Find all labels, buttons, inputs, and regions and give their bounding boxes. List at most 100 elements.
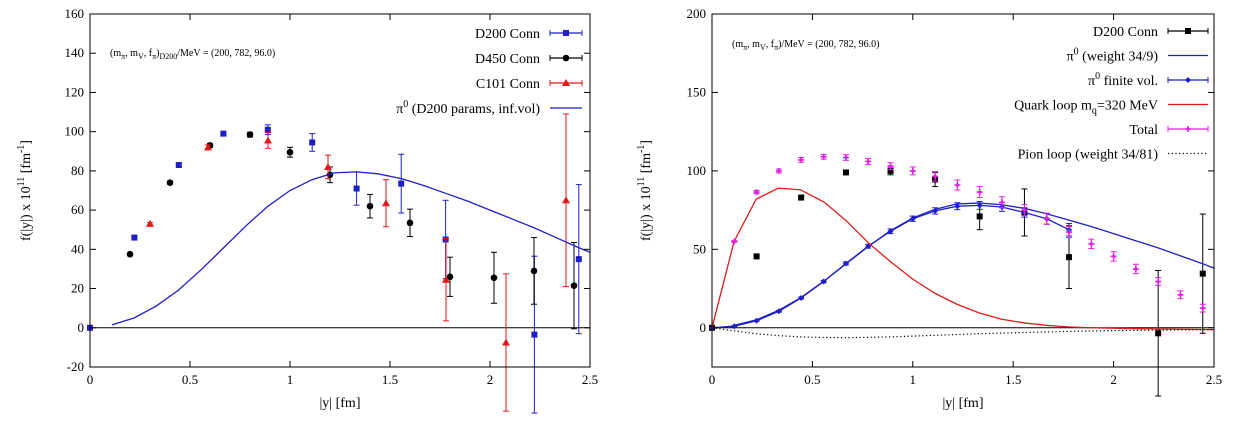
right-ytick-label: 0: [700, 320, 707, 335]
left-series-2-point: [502, 338, 510, 346]
right-series-0-point: [887, 167, 894, 174]
left-params-annotation: (mπ, mV, fπ)D200/MeV = (200, 782, 96.0): [110, 48, 275, 61]
right-series-2-point: [932, 207, 939, 214]
right-series-4-point: [1112, 254, 1116, 258]
left-series-1-point: [246, 131, 254, 138]
right-series-2-line: [711, 204, 1070, 329]
right-xlabel: |y| [fm]: [943, 396, 984, 411]
right-series-4-point: [777, 169, 781, 173]
right-series-4-point: [933, 174, 937, 178]
left-series-2-point: [204, 143, 212, 151]
left-series-1-point: [126, 250, 134, 258]
right-series-4-point: [1089, 242, 1093, 246]
right-plot-elements: 0 0.5 1 1.5 2 2.5 0 50 100 150 200 |y| [fm] f(|y|) x…: [636, 6, 1222, 411]
right-series-4-point: [978, 190, 982, 194]
left-series-1-point: [286, 148, 294, 156]
right-series-4-point: [1156, 279, 1160, 283]
left-ytick-label: -20: [67, 359, 84, 374]
left-series-1-point: [570, 282, 578, 289]
left-series-1-point: [406, 219, 414, 227]
left-series-1-point: [490, 274, 498, 282]
right-legend-label-1: π0 (weight 34/9): [1067, 47, 1159, 65]
left-series-0-point: [175, 162, 182, 169]
right-series-4-point: [1134, 267, 1138, 271]
left-series-0-point: [264, 126, 271, 133]
right-series-4-point: [822, 155, 826, 159]
left-series-0-point: [531, 331, 538, 338]
right-legend-label-0: D200 Conn: [1093, 25, 1158, 40]
right-series-4-point: [911, 169, 915, 173]
left-legend-marker-1: [562, 54, 570, 62]
right-series-0-point: [1155, 330, 1162, 337]
right-series-2-point: [753, 317, 760, 324]
right-series-4-point: [755, 190, 759, 194]
right-legend-label-2: π0 finite vol.: [1088, 71, 1158, 89]
right-series-0-point: [1199, 270, 1206, 277]
left-ytick-label: 60: [71, 202, 84, 217]
right-series-0-point: [753, 253, 760, 260]
left-series-2-point: [562, 196, 570, 204]
right-series-2-point: [887, 228, 894, 235]
right-xtick-label: 2: [1110, 372, 1117, 387]
left-series-0-point: [398, 180, 405, 187]
right-series-0-point: [798, 194, 805, 201]
right-series-4-point: [799, 158, 803, 162]
right-ytick-label: 200: [687, 6, 707, 21]
left-xtick-label: 2: [487, 372, 494, 387]
left-legend-label-3: π0 (D200 params, inf.vol): [396, 99, 540, 117]
right-series-1-line: [733, 202, 1215, 327]
right-series-4-point: [1178, 293, 1182, 297]
left-xlabel: |y| [fm]: [320, 396, 361, 411]
right-series-5-line: [711, 327, 1215, 339]
right-series-2-point: [775, 308, 782, 315]
right-series-0-point: [1066, 254, 1073, 261]
left-xtick-label: 0: [87, 372, 94, 387]
right-series-2-point: [820, 278, 827, 285]
left-legend-label-2: C101 Conn: [476, 77, 540, 92]
right-series-4-point: [1045, 217, 1049, 221]
left-series-2-point: [264, 136, 272, 144]
left-series-1-point: [366, 202, 374, 210]
left-series-2-point: [442, 275, 450, 283]
right-series-2-point: [865, 243, 872, 250]
left-series-1-point: [530, 267, 538, 275]
left-series-2-point: [382, 199, 390, 207]
left-series-1-point: [166, 179, 174, 186]
right-series-4-point: [866, 159, 870, 163]
left-series-3-line: [111, 171, 591, 326]
left-xtick-label: 0.5: [182, 372, 198, 387]
left-series-0-point: [309, 139, 316, 146]
right-series-4-point: [955, 183, 959, 187]
right-ylabel: f(|y|) x 1011 [fm-1]: [636, 140, 654, 241]
right-series-4-point: [732, 239, 736, 243]
right-chart: 0 0.5 1 1.5 2 2.5 0 50 100 150 200 |y| [fm] f(|y|) x…: [636, 6, 1222, 411]
right-legend-marker-4: [1186, 127, 1190, 131]
right-xtick-label: 1: [910, 372, 917, 387]
right-series-4-point: [1000, 200, 1004, 204]
left-series-2-point: [324, 162, 332, 170]
right-ytick-label: 150: [687, 84, 707, 99]
right-series-4-point: [1067, 230, 1071, 234]
left-chart: 0 0.5 1 1.5 2 2.5-20020406080100120140160|y| …: [16, 6, 598, 414]
left-ytick-label: 160: [65, 6, 85, 21]
left-series-0-point: [353, 185, 360, 192]
right-legend-label-5: Pion loop (weight 34/81): [1018, 148, 1159, 163]
left-legend-marker-2: [562, 79, 570, 86]
left-ytick-label: 100: [65, 124, 85, 139]
right-plot-frame: [711, 13, 1215, 368]
right-series-4-point: [889, 164, 893, 168]
left-ytick-label: 120: [65, 84, 85, 99]
left-series-0-point: [575, 256, 582, 263]
left-xtick-label: 1.5: [382, 372, 398, 387]
right-series-4-point: [1201, 306, 1205, 310]
left-ytick-label: 140: [65, 45, 85, 60]
right-legend-label-4: Total: [1129, 123, 1158, 138]
right-series-0-point: [842, 169, 849, 176]
right-ytick-label: 50: [693, 241, 706, 256]
right-series-2-point: [842, 260, 849, 267]
left-xtick-label: 2.5: [582, 372, 598, 387]
right-series-2-point: [909, 215, 916, 222]
right-series-4-point: [1022, 208, 1026, 212]
right-params-annotation: (mπ, mV, fπ)/MeV = (200, 782, 96.0): [732, 39, 879, 52]
right-xtick-label: 1.5: [1005, 372, 1021, 387]
